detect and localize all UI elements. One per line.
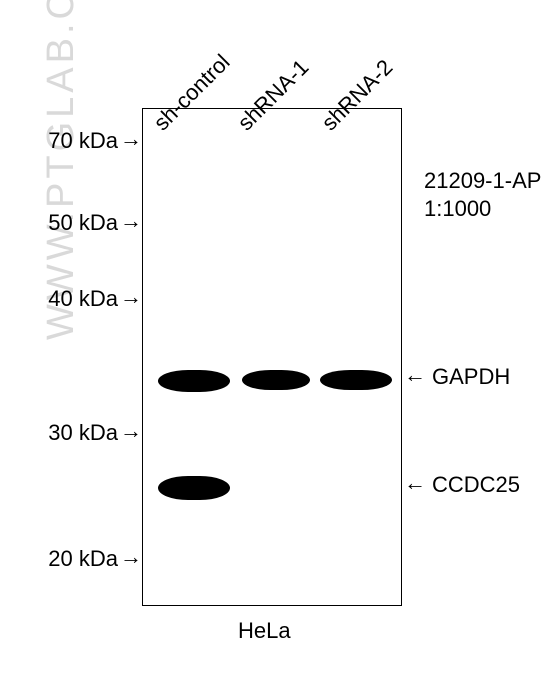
mw-arrow-icon-4: → (120, 544, 142, 570)
blot-canvas: WWW.PTGLAB.COM sh-controlshRNA-1shRNA-2 … (0, 0, 560, 680)
ccdc25-arrow-icon: ← (404, 470, 426, 496)
mw-arrow-icon-0: → (120, 126, 142, 152)
mw-arrow-icon-3: → (120, 418, 142, 444)
band-gapdh-lane2 (320, 370, 392, 390)
gapdh-label: GAPDH (432, 364, 510, 390)
mw-label-1: 50 kDa (0, 210, 118, 236)
blot-box (142, 108, 402, 606)
mw-arrow-icon-2: → (120, 284, 142, 310)
mw-label-4: 20 kDa (0, 546, 118, 572)
band-gapdh-lane1 (242, 370, 310, 390)
mw-label-0: 70 kDa (0, 128, 118, 154)
gapdh-arrow-icon: ← (404, 362, 426, 388)
band-gapdh-lane0 (158, 370, 230, 392)
mw-label-3: 30 kDa (0, 420, 118, 446)
antibody-dilution-label: 1:1000 (424, 196, 491, 222)
cell-line-label: HeLa (238, 618, 291, 644)
mw-arrow-icon-1: → (120, 208, 142, 234)
band-ccdc25-lane0 (158, 476, 230, 500)
mw-label-2: 40 kDa (0, 286, 118, 312)
ccdc25-label: CCDC25 (432, 472, 520, 498)
antibody-id-label: 21209-1-AP (424, 168, 541, 194)
